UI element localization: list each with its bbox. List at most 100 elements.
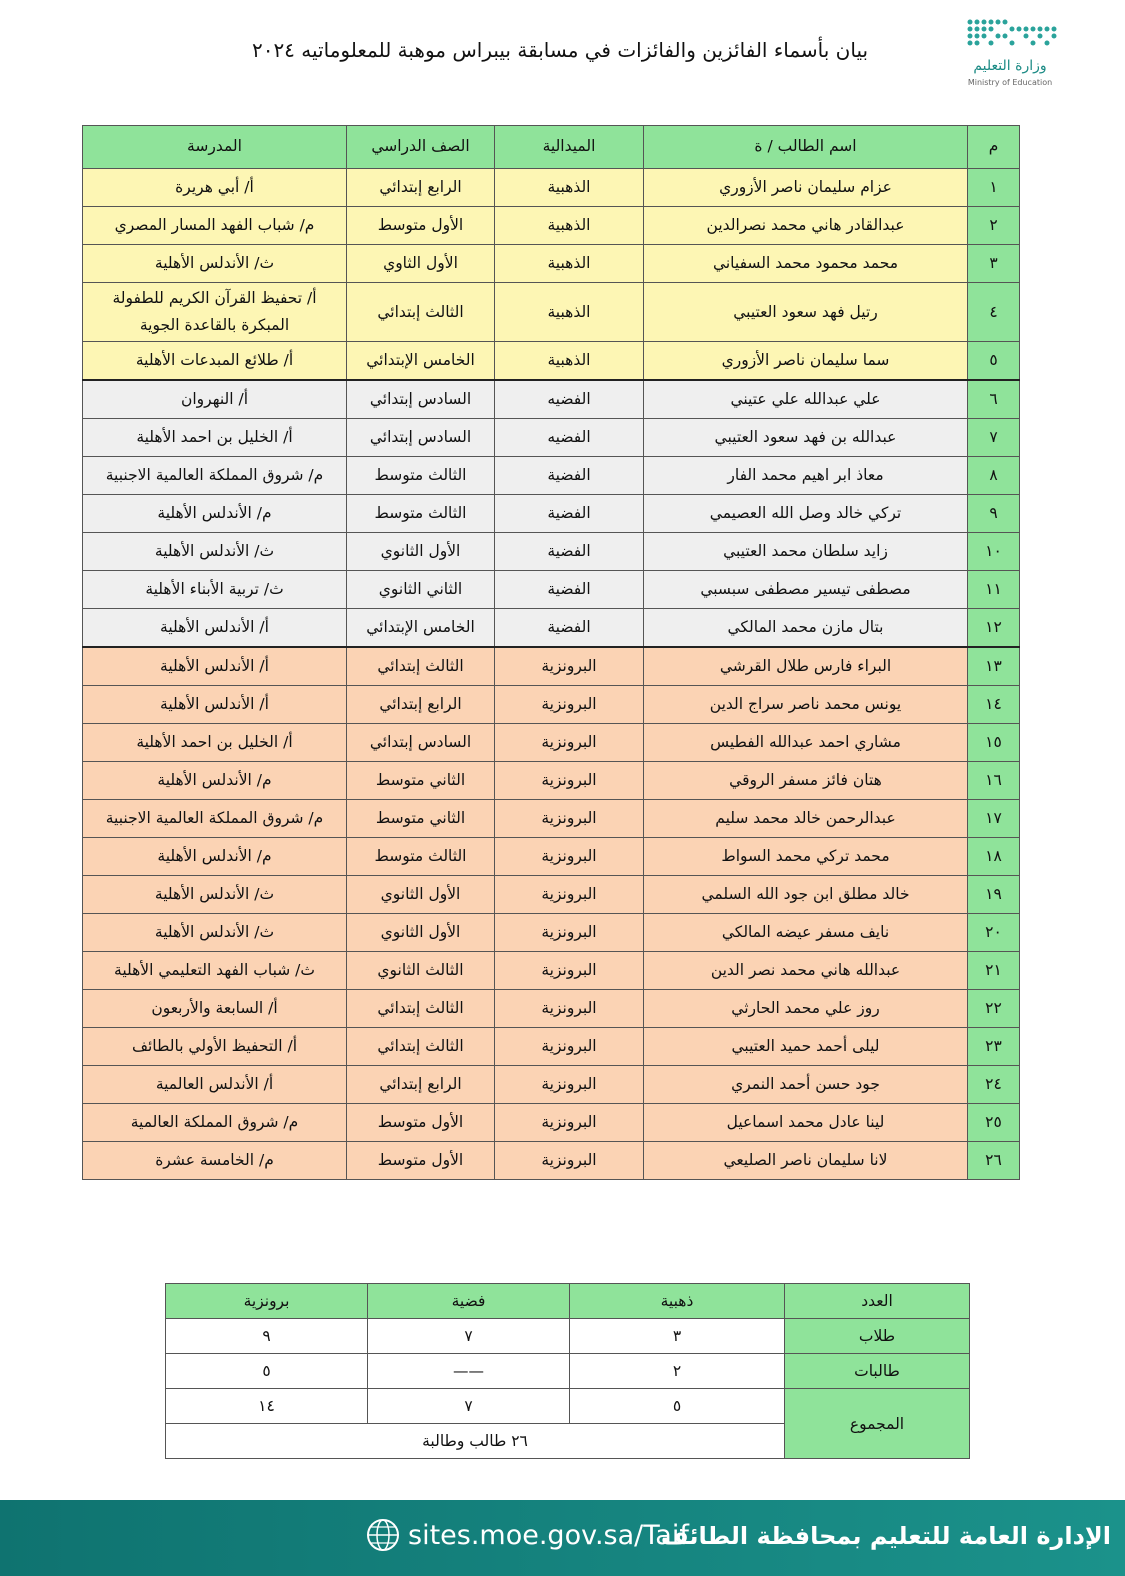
student-name: تركي خالد وصل الله العصيمي — [643, 494, 968, 534]
grade: الأول متوسط — [346, 206, 495, 245]
table-row: ١٩ خالد مطلق ابن جود الله السلمي البرونزية… — [82, 875, 1020, 915]
logo: وزارة التعليم Ministry of Education — [960, 14, 1070, 94]
row-number: ٩ — [967, 494, 1020, 534]
summary-header: العدد — [784, 1283, 970, 1319]
summary-header: ذهبية — [569, 1283, 785, 1319]
medal: البرونزية — [494, 723, 644, 763]
title: بيان بأسماء الفائزين والفائزات في مسابقة… — [251, 38, 869, 62]
summary-header: برونزية — [165, 1283, 368, 1319]
school: ث/ الأندلس الأهلية — [82, 913, 347, 953]
table-row: ٨ معاذ ابر اهيم محمد الفار الفضية الثالث مت… — [82, 456, 1020, 496]
student-name: عزام سليمان ناصر الأزوري — [643, 168, 968, 207]
student-name: لينا عادل محمد اسماعيل — [643, 1103, 968, 1143]
medal: البرونزية — [494, 913, 644, 953]
grade: الثالث إبتدائي — [346, 646, 495, 687]
summary-row: طلاب ٣ ٧ ٩ — [165, 1318, 970, 1354]
grade: السادس إبتدائي — [346, 418, 495, 458]
logo-text: وزارة التعليم — [973, 58, 1047, 74]
medal: البرونزية — [494, 799, 644, 839]
row-number: ١٨ — [967, 837, 1020, 877]
table-row: ١٢ بتال مازن محمد المالكي الفضية الخامس الإ… — [82, 608, 1020, 648]
school: أ/ النهروان — [82, 379, 347, 420]
school: أ/ الخليل بن احمد الأهلية — [82, 723, 347, 763]
school: م/ شروق المملكة العالمية الاجنبية — [82, 799, 347, 839]
school: ث/ الأندلس الأهلية — [82, 244, 347, 283]
column-header: اسم الطالب / ة — [643, 125, 968, 169]
summary-label: المجموع — [784, 1388, 970, 1459]
summary-value: ٧ — [367, 1388, 570, 1424]
medal: البرونزية — [494, 875, 644, 915]
row-number: ٢ — [967, 206, 1020, 245]
table-row: ٥ سما سليمان ناصر الأزوري الذهبية الخامس ال… — [82, 341, 1020, 381]
school: أ/ التحفيظ الأولي بالطائف — [82, 1027, 347, 1067]
medal: الفضية — [494, 608, 644, 648]
footer-url[interactable]: sites.moe.gov.sa/Taif — [408, 1520, 689, 1551]
grade: الأول الثانوي — [346, 913, 495, 953]
student-name: بتال مازن محمد المالكي — [643, 608, 968, 648]
student-name: علي عبدالله علي عتيني — [643, 379, 968, 420]
table-row: ١٠ زايد سلطان محمد العتيبي الفضية الأول الث… — [82, 532, 1020, 572]
summary-value: ٩ — [165, 1318, 368, 1354]
medal: البرونزية — [494, 761, 644, 801]
student-name: عبدالرحمن خالد محمد سليم — [643, 799, 968, 839]
medal: البرونزية — [494, 837, 644, 877]
logo-text-en: Ministry of Education — [967, 78, 1053, 87]
grade: الثالث متوسط — [346, 494, 495, 534]
school: ث/ تربية الأبناء الأهلية — [82, 570, 347, 610]
student-name: ليلى أحمد حميد العتيبي — [643, 1027, 968, 1067]
table-row: ١٥ مشاري احمد عبدالله الفطيس البرونزية السا… — [82, 723, 1020, 763]
table-row: ٤ رتيل فهد سعود العتيبي الذهبية الثالث إبتد… — [82, 281, 1020, 343]
school: أ/ الأندلس الأهلية — [82, 646, 347, 687]
row-number: ١٩ — [967, 875, 1020, 915]
student-name: لانا سليمان ناصر الصليعي — [643, 1141, 968, 1181]
summary-row: طالبات ٢ —— ٥ — [165, 1353, 970, 1389]
medal: البرونزية — [494, 685, 644, 725]
medal: البرونزية — [494, 951, 644, 991]
row-number: ١٥ — [967, 723, 1020, 763]
grade: الثالث إبتدائي — [346, 281, 495, 343]
row-number: ٢٣ — [967, 1027, 1020, 1067]
medal: البرونزية — [494, 1027, 644, 1067]
school: أ/ الأندلس الأهلية — [82, 685, 347, 725]
school: م/ شروق المملكة العالمية — [82, 1103, 347, 1143]
school: أ/ السابعة والأربعون — [82, 989, 347, 1029]
table-row: ١٨ محمد تركي محمد السواط البرونزية الثالث م… — [82, 837, 1020, 877]
medal: الذهبية — [494, 281, 644, 343]
table-row: ٢١ عبدالله هاني محمد نصر الدين البرونزية ال… — [82, 951, 1020, 991]
table-row: ٢٥ لينا عادل محمد اسماعيل البرونزية الأول م… — [82, 1103, 1020, 1143]
row-number: ١١ — [967, 570, 1020, 610]
table-row: ٢٣ ليلى أحمد حميد العتيبي البرونزية الثالث … — [82, 1027, 1020, 1067]
school: م/ شروق المملكة العالمية الاجنبية — [82, 456, 347, 496]
row-number: ١٦ — [967, 761, 1020, 801]
table-row: ٢٢ روز علي محمد الحارثي البرونزية الثالث إب… — [82, 989, 1020, 1029]
grade: الثالث متوسط — [346, 837, 495, 877]
student-name: محمد محمود محمد السفياني — [643, 244, 968, 283]
column-header: الميدالية — [494, 125, 644, 169]
table-row: ٩ تركي خالد وصل الله العصيمي الفضية الثالث … — [82, 494, 1020, 534]
table-row: ٢٤ جود حسن أحمد النمري البرونزية الرابع إبت… — [82, 1065, 1020, 1105]
grade: الرابع إبتدائي — [346, 1065, 495, 1105]
row-number: ٢٦ — [967, 1141, 1020, 1181]
row-number: ٤ — [967, 281, 1020, 343]
row-number: ١٧ — [967, 799, 1020, 839]
student-name: مشاري احمد عبدالله الفطيس — [643, 723, 968, 763]
student-name: هتان فائز مسفر الروقي — [643, 761, 968, 801]
column-header: الصف الدراسي — [346, 125, 495, 169]
row-number: ٣ — [967, 244, 1020, 283]
row-number: ٦ — [967, 379, 1020, 420]
summary-label: طالبات — [784, 1353, 970, 1389]
medal: الفضية — [494, 494, 644, 534]
table-row: ٢٠ نايف مسفر عيضه المالكي البرونزية الأول ا… — [82, 913, 1020, 953]
column-header: م — [967, 125, 1020, 169]
medal: البرونزية — [494, 989, 644, 1029]
medal: الفضية — [494, 456, 644, 496]
school: ث/ شباب الفهد التعليمي الأهلية — [82, 951, 347, 991]
grade: الرابع إبتدائي — [346, 685, 495, 725]
student-name: خالد مطلق ابن جود الله السلمي — [643, 875, 968, 915]
row-number: ١٢ — [967, 608, 1020, 648]
student-name: رتيل فهد سعود العتيبي — [643, 281, 968, 343]
summary-value: ٢ — [569, 1353, 785, 1389]
medal: البرونزية — [494, 1103, 644, 1143]
row-number: ١٣ — [967, 646, 1020, 687]
